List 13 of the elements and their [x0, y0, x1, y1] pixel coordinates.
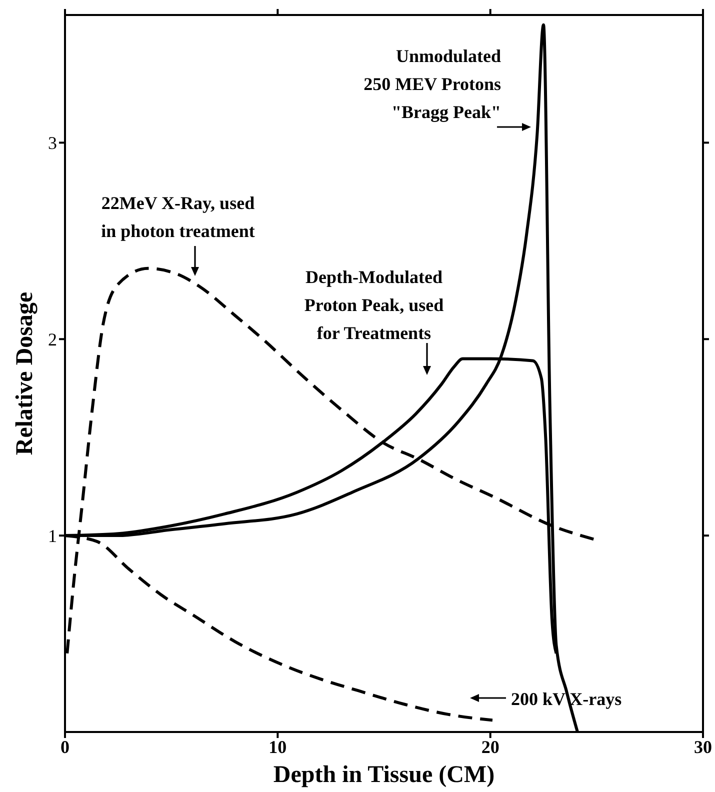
annotation: 200 kV X-rays — [511, 689, 622, 709]
x-tick-label: 0 — [60, 736, 70, 757]
y-axis-title: Relative Dosage — [12, 292, 38, 456]
y-tick-label: 3 — [48, 133, 57, 154]
y-tick-label: 1 — [48, 526, 57, 546]
annotation: 22MeV X-Ray, used in photon treatment — [101, 193, 255, 241]
y-tick-label: 2 — [48, 330, 57, 350]
x-tick-label: 20 — [481, 736, 500, 757]
x-axis-title: Depth in Tissue (CM) — [273, 762, 495, 788]
x-tick-label: 30 — [694, 736, 712, 757]
annotation: Unmodulated 250 MEV Protons "Bragg Peak" — [364, 46, 501, 122]
x-tick-label: 10 — [268, 736, 287, 757]
annotation: Depth-Modulated Proton Peak, used for Treatments — [304, 267, 444, 343]
